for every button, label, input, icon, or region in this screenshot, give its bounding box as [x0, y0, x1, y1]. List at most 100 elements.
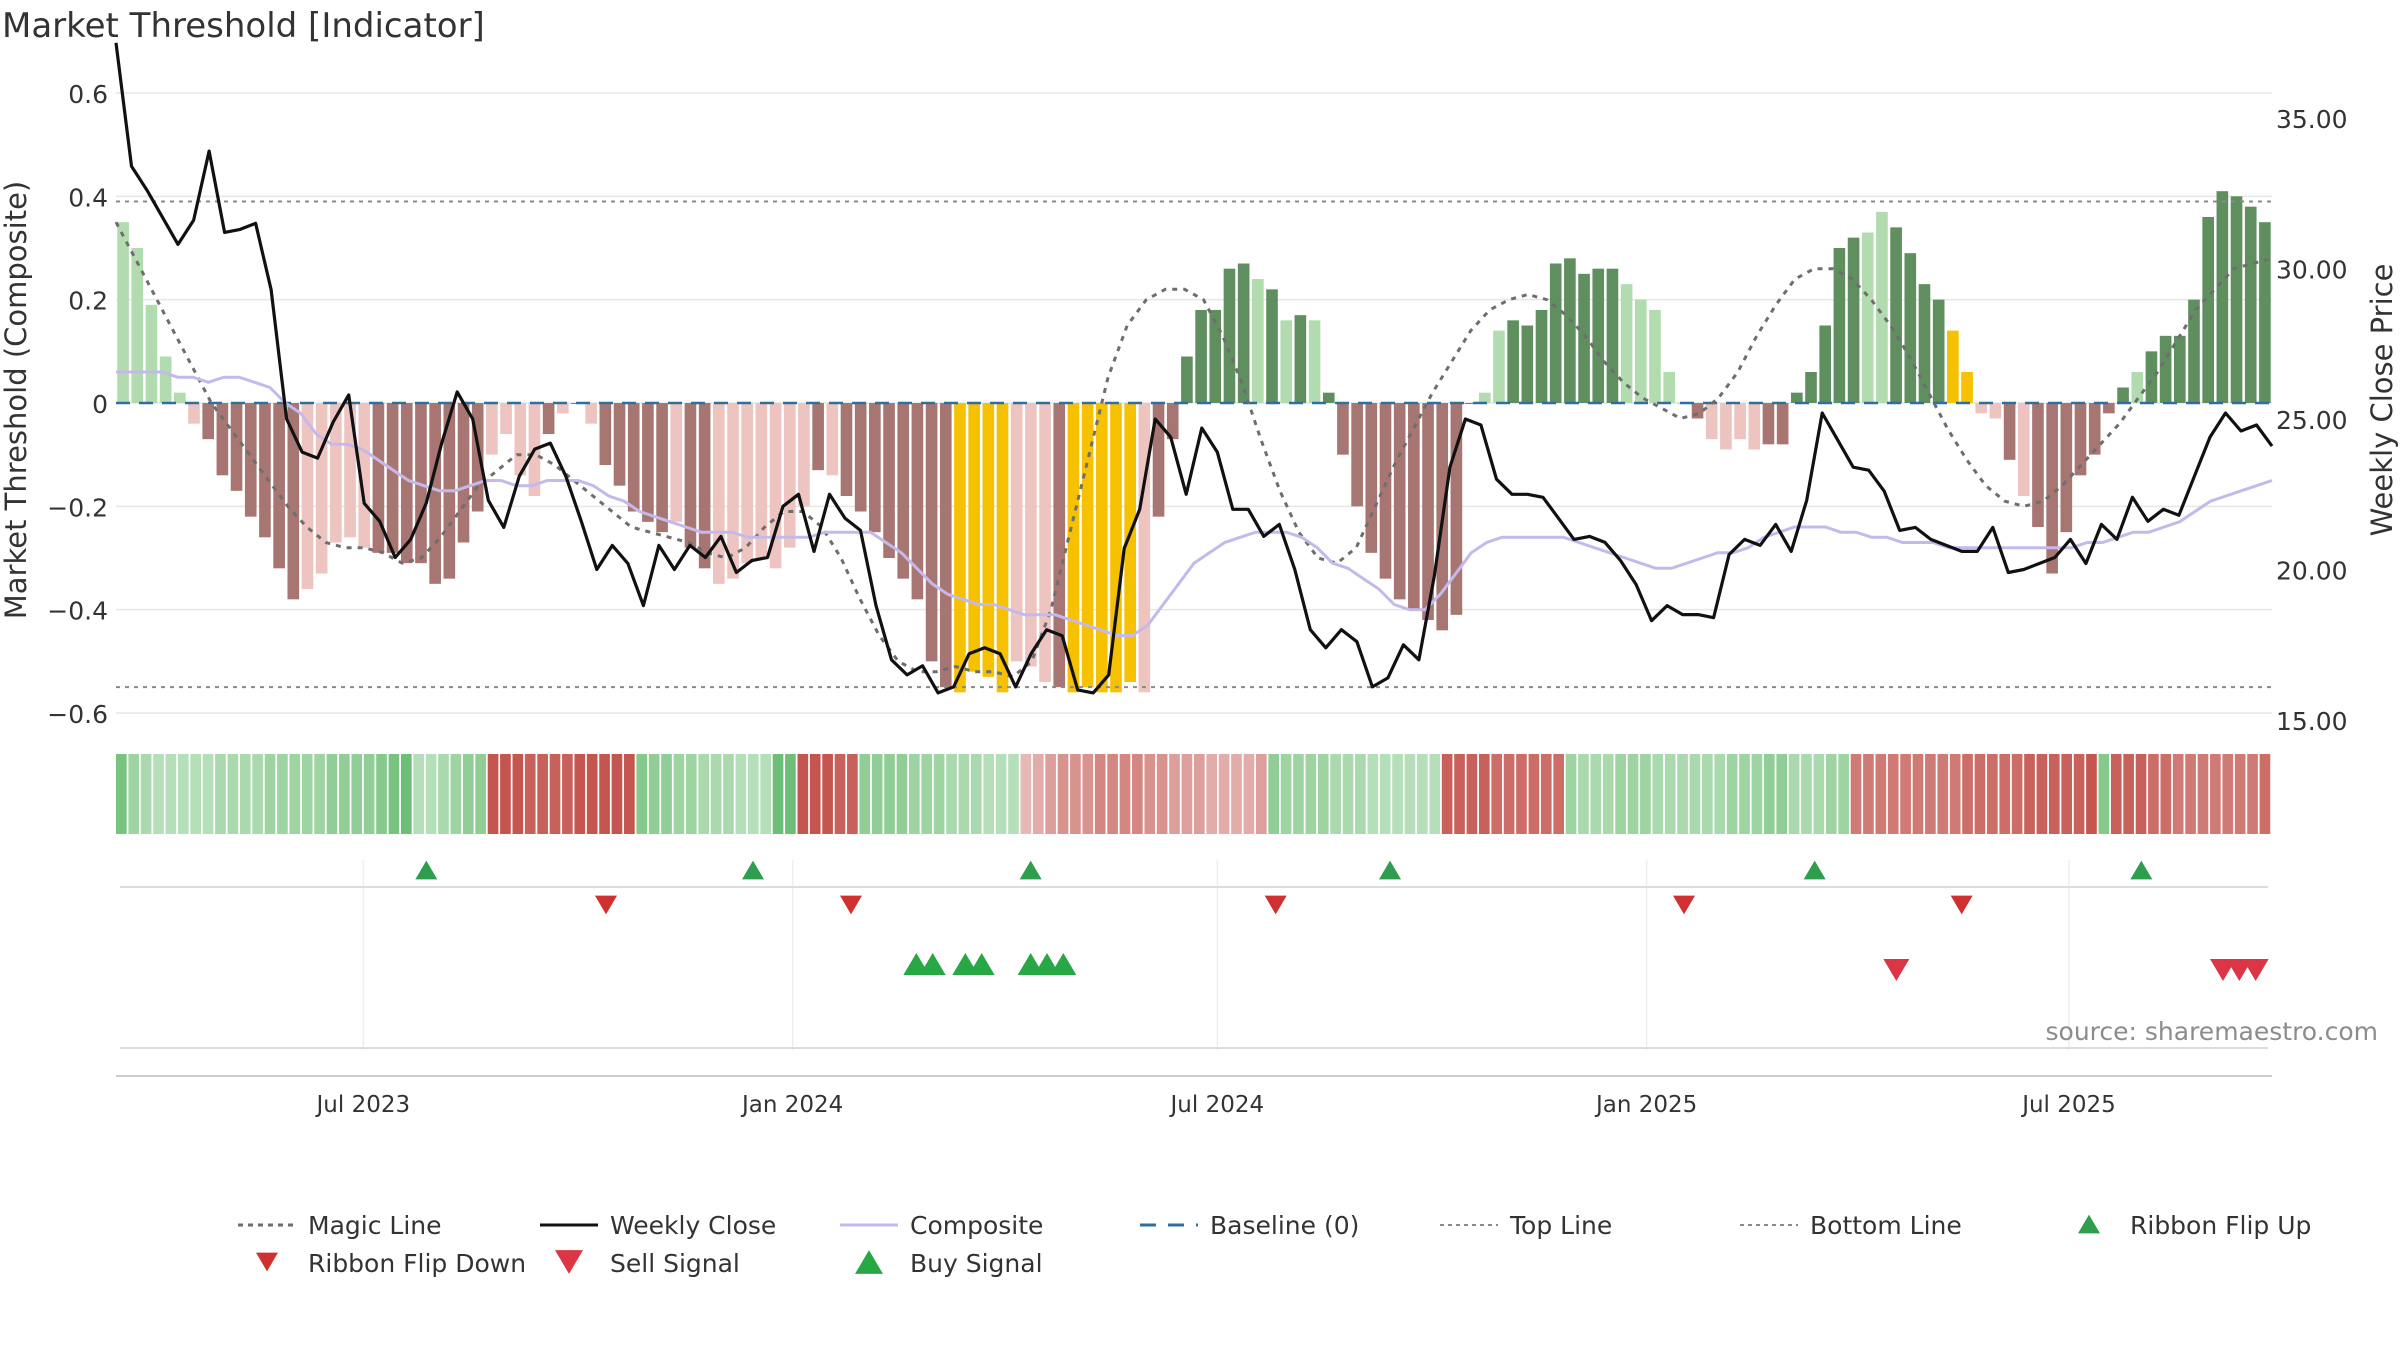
composite-bar: [741, 403, 754, 564]
ribbon-cell: [747, 754, 759, 834]
buy-signal-marker: [952, 952, 979, 976]
signals-layer: [415, 860, 2269, 982]
ribbon-cell: [648, 754, 660, 834]
composite-bar: [954, 403, 966, 693]
composite-bar: [1166, 403, 1179, 440]
ribbon-cell: [661, 754, 672, 834]
legend-item: Sell Signal: [555, 1249, 740, 1278]
composite-bar: [2017, 403, 2030, 496]
ribbon-cell: [1664, 754, 1676, 834]
composite-bar: [2103, 403, 2115, 414]
composite-bar: [273, 403, 285, 569]
composite-bar: [230, 403, 243, 491]
ribbon-cell: [983, 754, 995, 834]
ribbon-cell: [1689, 754, 1701, 834]
legend-item: Magic Line: [238, 1211, 442, 1240]
ribbon-cell: [2061, 754, 2073, 834]
composite-bar: [429, 403, 441, 584]
composite-bar: [1266, 289, 1278, 403]
legend-label: Ribbon Flip Down: [308, 1249, 526, 1278]
ribbon-cell: [2073, 754, 2085, 834]
composite-bar: [1478, 392, 1491, 403]
composite-bar: [1464, 403, 1477, 404]
ribbon-cell: [1962, 754, 1973, 834]
ribbon-cell: [1987, 754, 1998, 834]
ribbon-cell: [140, 754, 152, 834]
ribbon-cell: [500, 754, 511, 834]
ribbon-cell: [1454, 754, 1465, 834]
composite-bar: [2074, 403, 2087, 476]
composite-bar: [117, 222, 129, 403]
ribbon-cell: [1218, 754, 1230, 834]
composite-bar: [2244, 206, 2257, 403]
composite-bar: [1294, 315, 1307, 403]
composite-bar: [1067, 403, 1080, 693]
composite-bar: [159, 356, 172, 403]
composite-bar: [2046, 403, 2058, 574]
composite-bar: [372, 403, 385, 553]
legend-item: Top Line: [1440, 1211, 1612, 1240]
composite-bar: [1592, 268, 1605, 403]
ribbon-cell: [1268, 754, 1280, 834]
ribbon-cell: [1280, 754, 1292, 834]
ribbon-cell: [1615, 754, 1626, 834]
composite-bar: [1223, 268, 1236, 403]
composite-bar: [2230, 196, 2243, 403]
composite-bar: [2131, 372, 2144, 403]
ribbon-cell: [1503, 754, 1515, 834]
ribbon-cell: [698, 754, 710, 834]
composite-bar: [2202, 217, 2214, 403]
composite-bar: [2173, 335, 2186, 403]
ribbon-cell: [1739, 754, 1750, 834]
legend-item: Weekly Close: [540, 1211, 776, 1240]
legend-label: Ribbon Flip Up: [2130, 1211, 2311, 1240]
composite-bar: [1549, 263, 1562, 403]
composite-bar: [2032, 403, 2044, 527]
composite-bar: [174, 392, 186, 403]
y2-tick-label: 20.00: [2276, 557, 2348, 586]
composite-bar: [1734, 403, 1746, 440]
legend-layer: Magic Line Weekly Close Composite Baseline …: [238, 1211, 2311, 1278]
composite-bar: [457, 403, 470, 543]
composite-bar: [599, 403, 612, 465]
ribbon-cell: [2098, 754, 2110, 834]
ribbon-cell: [363, 754, 375, 834]
composite-bar: [542, 403, 555, 434]
ribbon-cell: [2234, 754, 2246, 834]
ribbon-cell: [1887, 754, 1899, 834]
ribbon-flip-up-marker: [1379, 860, 1401, 880]
composite-bar: [755, 403, 768, 558]
ribbon-cell: [2123, 754, 2134, 834]
ribbon-cell: [884, 754, 895, 834]
ribbon-cell: [450, 754, 462, 834]
ribbon-cell: [599, 754, 610, 834]
legend-swatch: [2078, 1214, 2100, 1234]
source-note: source: sharemaestro.com: [2046, 1017, 2379, 1046]
ribbon-cell: [1714, 754, 1726, 834]
composite-bar: [514, 403, 527, 476]
ribbon-cell: [2160, 754, 2172, 834]
composite-bar: [1691, 403, 1704, 419]
ribbon-cell: [1169, 754, 1180, 834]
ribbon-cell: [1602, 754, 1614, 834]
legend-label: Weekly Close: [610, 1211, 776, 1240]
composite-bars-layer: [117, 191, 2271, 693]
ribbon-cell: [2036, 754, 2048, 834]
ribbon-cell: [376, 754, 387, 834]
legend-item: Bottom Line: [1740, 1211, 1962, 1240]
composite-bar: [713, 403, 725, 584]
sell-signal-marker: [2210, 958, 2236, 982]
composite-bar: [670, 403, 683, 522]
ribbon-cell: [2185, 754, 2196, 834]
composite-bar: [1961, 372, 1973, 403]
composite-bar: [1833, 248, 1846, 403]
composite-bar: [1124, 403, 1136, 682]
composite-bar: [1280, 320, 1293, 403]
composite-bar: [656, 403, 668, 533]
ribbon-cell: [673, 754, 685, 834]
composite-bar: [1507, 320, 1519, 403]
composite-bar: [883, 403, 895, 558]
ribbon-cell: [2148, 754, 2159, 834]
ribbon-cell: [2197, 754, 2209, 834]
ribbon-cell: [1925, 754, 1936, 834]
